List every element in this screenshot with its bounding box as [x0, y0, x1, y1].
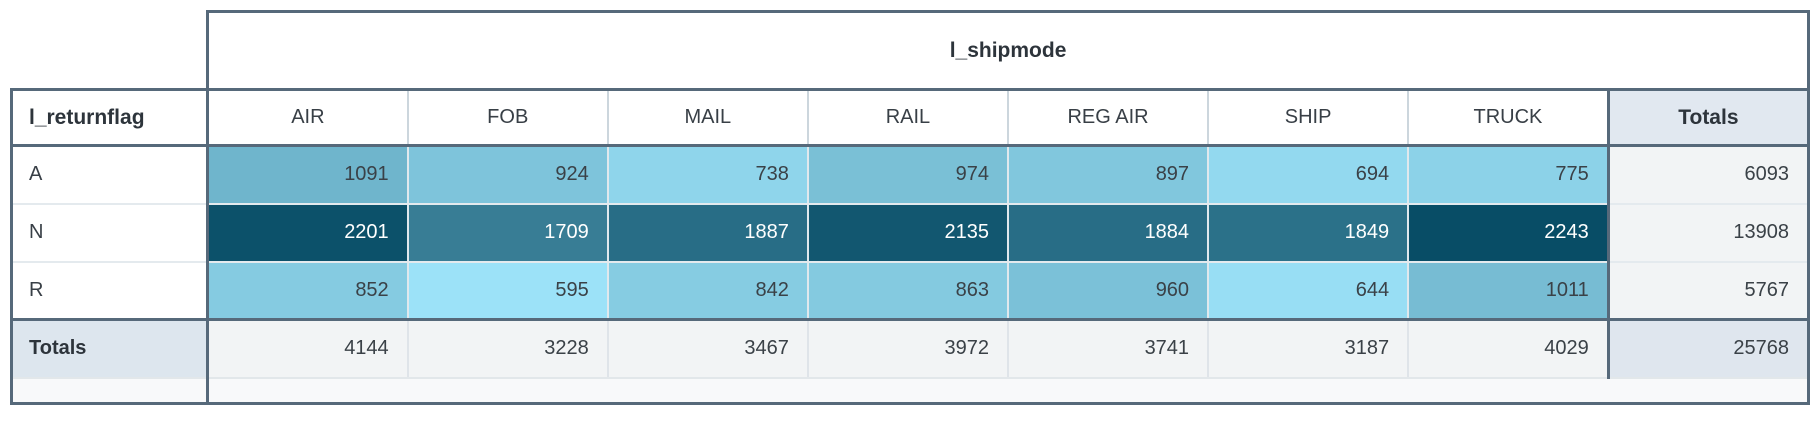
heatmap-cell[interactable]: 1091 [207, 145, 409, 205]
heatmap-cell[interactable]: 694 [1208, 145, 1410, 205]
heatmap-cell[interactable]: 1884 [1007, 203, 1210, 263]
heatmap-cell[interactable]: 852 [207, 261, 409, 321]
column-header-mail[interactable]: MAIL [607, 89, 809, 147]
data-row-a: A 1091 924 738 974 897 694 775 6093 [9, 145, 1811, 205]
heatmap-cell[interactable]: 1011 [1408, 261, 1609, 321]
totals-row: Totals 4144 3228 3467 3972 3741 3187 402… [9, 318, 1811, 379]
heatmap-cell[interactable]: 2201 [207, 203, 409, 263]
column-header-truck[interactable]: TRUCK [1408, 89, 1609, 147]
column-total-cell[interactable]: 3741 [1007, 318, 1210, 379]
heatmap-cell[interactable]: 738 [607, 145, 809, 205]
row-total-cell[interactable]: 6093 [1606, 145, 1811, 205]
totals-column-header[interactable]: Totals [1606, 89, 1811, 147]
column-header-air[interactable]: AIR [207, 89, 409, 147]
heatmap-cell[interactable]: 644 [1208, 261, 1410, 321]
column-header-rail[interactable]: RAIL [807, 89, 1009, 147]
heatmap-cell[interactable]: 863 [807, 261, 1009, 321]
column-header-ship[interactable]: SHIP [1208, 89, 1410, 147]
column-header-row: l_returnflag AIR FOB MAIL RAIL REG AIR S… [9, 88, 1811, 147]
row-total-cell[interactable]: 13908 [1606, 203, 1811, 263]
data-row-r: R 852 595 842 863 960 644 1011 5767 [9, 261, 1811, 321]
heatmap-cell[interactable]: 1887 [607, 203, 809, 263]
column-total-cell[interactable]: 4144 [207, 318, 409, 379]
top-left-spacer [11, 11, 208, 90]
row-group-header: l_returnflag [9, 88, 210, 147]
column-total-cell[interactable]: 3467 [607, 318, 809, 379]
heatmap-cell[interactable]: 2135 [807, 203, 1009, 263]
heatmap-cell[interactable]: 974 [807, 145, 1009, 205]
grand-total-cell[interactable]: 25768 [1606, 318, 1811, 379]
column-group-header: l_shipmode [206, 10, 1810, 91]
row-label-r[interactable]: R [9, 261, 210, 321]
column-total-cell[interactable]: 4029 [1408, 318, 1609, 379]
column-header-fob[interactable]: FOB [407, 89, 609, 147]
footer-spacer-left [9, 377, 210, 405]
row-label-a[interactable]: A [9, 145, 210, 205]
heatmap-cell[interactable]: 842 [607, 261, 809, 321]
footer-spacer-row [9, 377, 1810, 405]
column-total-cell[interactable]: 3228 [407, 318, 609, 379]
pivot-table-container: l_shipmode l_returnflag AIR FOB MAIL RAI… [9, 10, 1811, 405]
heatmap-cell[interactable]: 2243 [1408, 203, 1609, 263]
row-total-cell[interactable]: 5767 [1606, 261, 1811, 321]
column-total-cell[interactable]: 3972 [807, 318, 1009, 379]
heatmap-cell[interactable]: 897 [1007, 145, 1210, 205]
heatmap-cell[interactable]: 924 [407, 145, 609, 205]
data-row-n: N 2201 1709 1887 2135 1884 1849 2243 139… [9, 203, 1811, 263]
column-header-reg-air[interactable]: REG AIR [1007, 89, 1210, 147]
heatmap-cell[interactable]: 1709 [407, 203, 609, 263]
column-total-cell[interactable]: 3187 [1208, 318, 1410, 379]
footer-spacer-main [207, 377, 1810, 405]
pivot-table: l_shipmode l_returnflag AIR FOB MAIL RAI… [9, 10, 1811, 405]
column-group-row: l_shipmode [11, 10, 1810, 91]
totals-row-label[interactable]: Totals [9, 318, 210, 379]
heatmap-cell[interactable]: 1849 [1208, 203, 1410, 263]
heatmap-cell[interactable]: 960 [1007, 261, 1210, 321]
heatmap-cell[interactable]: 775 [1408, 145, 1609, 205]
row-label-n[interactable]: N [9, 203, 210, 263]
heatmap-cell[interactable]: 595 [407, 261, 609, 321]
